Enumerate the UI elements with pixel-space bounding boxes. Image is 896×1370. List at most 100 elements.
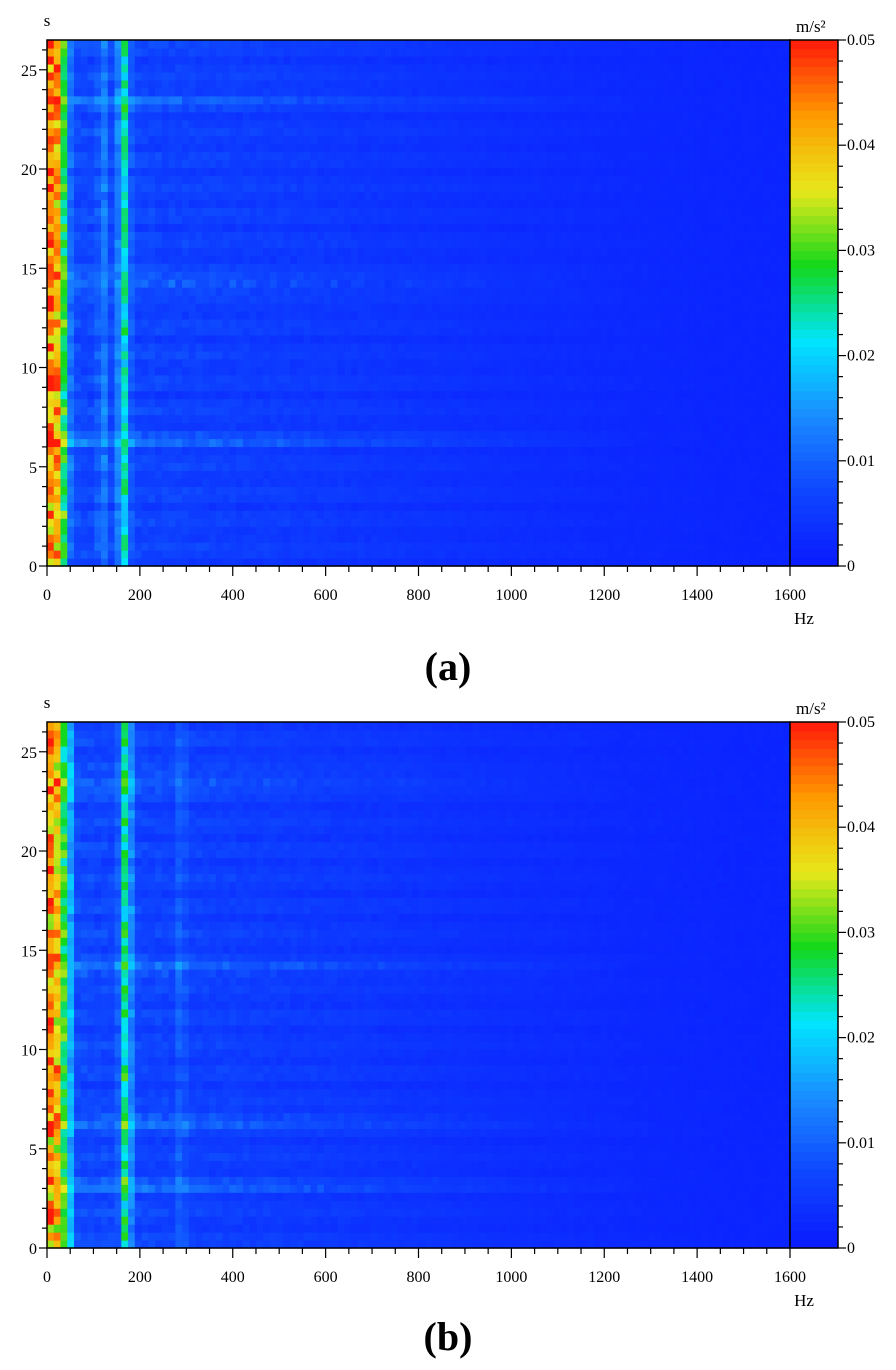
heatmap-cell <box>621 430 629 440</box>
heatmap-cell <box>621 318 629 328</box>
heatmap-cell <box>506 279 514 288</box>
heatmap-cell <box>168 510 176 519</box>
heatmap-cell <box>499 215 507 224</box>
heatmap-cell <box>53 310 62 320</box>
heatmap-cell <box>567 414 575 424</box>
heatmap-cell <box>573 247 582 256</box>
heatmap-cell <box>276 350 284 360</box>
heatmap-cell <box>384 502 393 511</box>
heatmap-cell <box>47 454 55 463</box>
heatmap-cell <box>783 406 791 416</box>
heatmap-cell <box>594 310 602 320</box>
heatmap-cell <box>357 231 366 240</box>
heatmap-cell <box>134 454 143 463</box>
heatmap-cell <box>101 207 109 216</box>
heatmap-cell <box>742 342 751 352</box>
heatmap-cell <box>141 478 149 487</box>
heatmap-cell <box>87 318 95 328</box>
heatmap-cell <box>155 247 163 256</box>
heatmap-cell <box>310 422 318 432</box>
heatmap-cell <box>53 342 62 352</box>
heatmap-cell <box>526 350 534 360</box>
heatmap-cell <box>648 303 656 312</box>
heatmap-cell <box>303 342 312 352</box>
heatmap-cell <box>648 526 656 535</box>
heatmap-cell <box>141 263 149 272</box>
heatmap-cell <box>587 486 595 495</box>
heatmap-cell <box>486 390 494 400</box>
heatmap-cell <box>53 390 62 400</box>
heatmap-cell <box>330 542 339 551</box>
heatmap-cell <box>776 263 784 272</box>
heatmap-cell <box>371 263 379 272</box>
heatmap-cell <box>506 310 514 320</box>
heatmap-cell <box>148 462 156 471</box>
heatmap-cell <box>114 366 122 376</box>
heatmap-cell <box>256 326 264 336</box>
heatmap-cell <box>526 510 534 519</box>
heatmap-cell <box>513 470 521 479</box>
heatmap-cell <box>769 478 778 487</box>
heatmap-cell <box>641 263 649 272</box>
heatmap-cell <box>182 398 190 408</box>
heatmap-cell <box>242 295 251 304</box>
heatmap-cell <box>74 494 82 503</box>
heatmap-cell <box>384 534 393 543</box>
heatmap-cell <box>310 478 318 487</box>
heatmap-cell <box>465 398 474 408</box>
heatmap-cell <box>567 334 575 344</box>
heatmap-cell <box>175 358 183 368</box>
heatmap-cell <box>627 279 636 288</box>
heatmap-cell <box>236 287 244 296</box>
heatmap-cell <box>675 366 683 376</box>
heatmap-cell <box>242 279 251 288</box>
heatmap-cell <box>708 534 717 543</box>
heatmap-cell <box>128 271 136 280</box>
heatmap-cell <box>526 526 534 535</box>
heatmap-cell <box>729 295 737 304</box>
heatmap-cell <box>418 271 426 280</box>
heatmap-cell <box>614 350 622 360</box>
heatmap-cell <box>641 215 649 224</box>
heatmap-cell <box>513 454 521 463</box>
heatmap-cell <box>445 382 453 392</box>
heatmap-cell <box>702 518 710 527</box>
heatmap-cell <box>452 422 460 432</box>
heatmap-cell <box>573 326 582 336</box>
heatmap-cell <box>364 414 372 424</box>
heatmap-cell <box>114 207 122 216</box>
heatmap-cell <box>573 486 582 495</box>
heatmap-cell <box>722 406 730 416</box>
heatmap-cell <box>708 374 717 384</box>
heatmap-cell <box>540 223 548 232</box>
heatmap-cell <box>391 414 399 424</box>
heatmap-cell <box>702 550 710 559</box>
heatmap-cell <box>67 334 75 344</box>
heatmap-cell <box>769 542 778 551</box>
heatmap-cell <box>519 422 528 432</box>
heatmap-cell <box>101 534 109 543</box>
heatmap-cell <box>627 422 636 432</box>
heatmap-cell <box>202 390 210 400</box>
heatmap-cell <box>769 318 778 328</box>
heatmap-cell <box>708 438 717 448</box>
heatmap-cell <box>580 303 588 312</box>
heatmap-cell <box>621 526 629 535</box>
heatmap-cell <box>161 470 170 479</box>
heatmap-cell <box>411 534 420 543</box>
heatmap-cell <box>411 350 420 360</box>
heatmap-cell <box>337 358 345 368</box>
heatmap-cell <box>296 486 305 495</box>
heatmap-cell <box>168 199 176 208</box>
heatmap-cell <box>296 215 305 224</box>
heatmap-cell <box>188 406 197 416</box>
heatmap-cell <box>756 478 764 487</box>
heatmap-cell <box>94 510 102 519</box>
heatmap-cell <box>168 263 176 272</box>
heatmap-cell <box>53 518 62 527</box>
heatmap-cell <box>729 239 737 248</box>
heatmap-cell <box>715 430 724 440</box>
heatmap-cell <box>418 318 426 328</box>
heatmap-cell <box>513 518 521 527</box>
heatmap-cell <box>519 414 528 424</box>
